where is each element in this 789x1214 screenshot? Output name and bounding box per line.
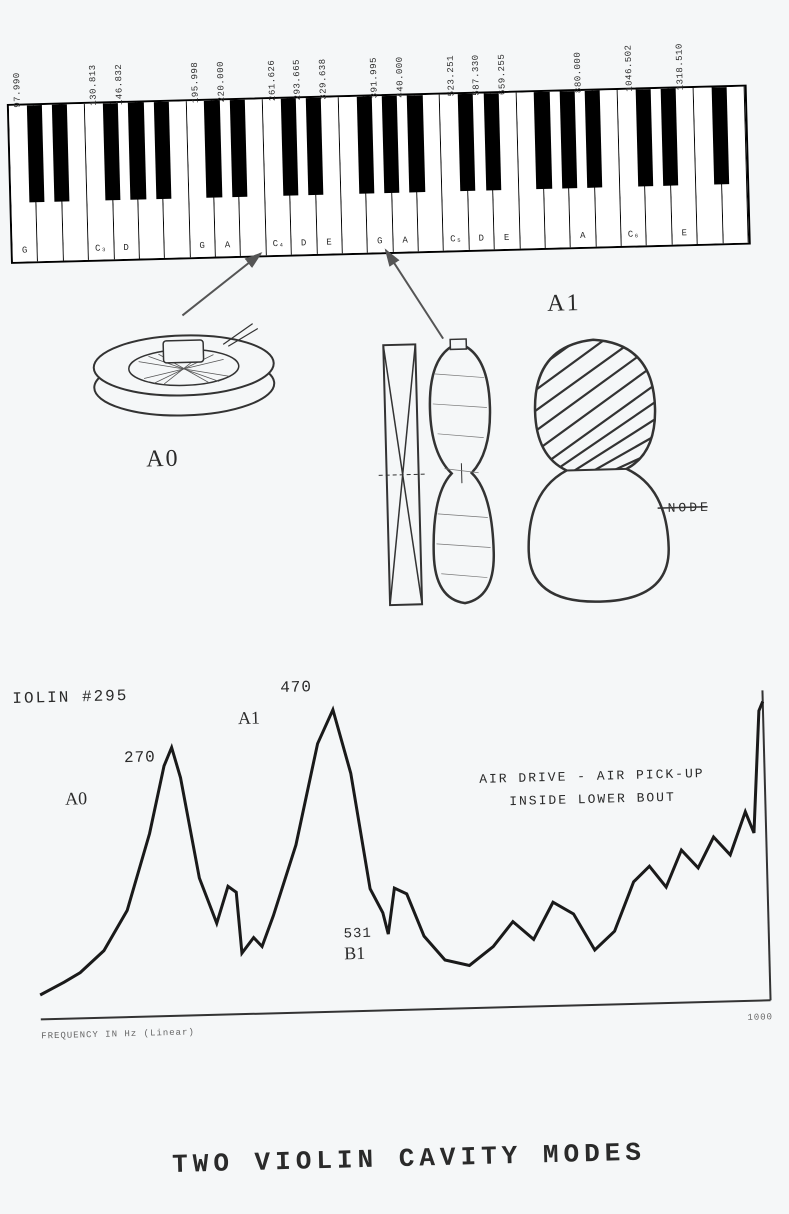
black-key — [585, 90, 603, 187]
black-key — [534, 92, 552, 189]
frequency-label: 440.000 — [394, 56, 405, 98]
black-key — [27, 105, 45, 202]
b1-peak-freq: 531 — [343, 926, 372, 943]
frequency-label: 329.638 — [318, 58, 329, 100]
frequency-label: 1046.502 — [624, 44, 635, 91]
caption-line2: INSIDE LOWER BOUT — [509, 790, 676, 809]
white-key-label: D — [114, 243, 139, 254]
black-key — [661, 88, 679, 185]
white-key-label: G — [368, 236, 393, 247]
page: GC₃DGAC₄DEGAC₅DEAC₆E 97.990130.813146.83… — [0, 0, 789, 1214]
chart-svg — [12, 680, 781, 1040]
white-key-label: A — [393, 235, 418, 246]
b1-peak-name: B1 — [344, 943, 366, 965]
black-key — [458, 94, 476, 191]
black-key — [559, 91, 577, 188]
frequency-label: 293.665 — [292, 59, 303, 101]
white-key-label: C₄ — [266, 239, 291, 250]
piano-keyboard: GC₃DGAC₄DEGAC₅DEAC₆E — [7, 85, 751, 264]
figure-title: TWO VIOLIN CAVITY MODES — [14, 1133, 789, 1184]
mode-illustrations: A0 A1 NODE — [11, 261, 761, 680]
frequency-label: 391.995 — [369, 57, 380, 99]
frequency-label: 220.000 — [216, 61, 227, 103]
black-key — [407, 95, 425, 192]
frequency-label: 1318.510 — [675, 43, 686, 90]
frequency-label: 659.255 — [496, 54, 507, 96]
frequency-label: 587.330 — [471, 54, 482, 96]
arrows-svg — [11, 261, 761, 680]
black-key — [52, 104, 70, 201]
white-key-label: A — [571, 231, 596, 242]
a1-mode-sketch — [374, 297, 710, 607]
a1-arrow — [386, 249, 443, 340]
right-axis — [762, 690, 770, 1000]
black-key — [356, 96, 374, 193]
chart-caption: AIR DRIVE - AIR PICK-UP INSIDE LOWER BOU… — [479, 762, 706, 815]
white-key-label: C₆ — [621, 229, 646, 240]
x-axis-end: 1000 — [747, 1012, 773, 1023]
black-key — [712, 87, 730, 184]
black-key — [103, 103, 121, 200]
black-key — [382, 96, 400, 193]
x-axis — [41, 1000, 771, 1019]
black-key — [483, 93, 501, 190]
white-key-label: C₃ — [89, 243, 114, 254]
frequency-label: 880.000 — [573, 52, 584, 94]
black-key — [128, 102, 146, 199]
white-key-label: D — [469, 233, 494, 244]
frequency-label: 97.990 — [12, 72, 23, 108]
a1-peak-freq: 470 — [280, 678, 312, 697]
node-pointer — [658, 507, 708, 508]
black-key — [306, 98, 324, 195]
black-key — [204, 100, 222, 197]
white-key-label: E — [495, 233, 520, 244]
response-curve — [33, 698, 770, 995]
frequency-label: 261.626 — [267, 60, 278, 102]
a1-peak-name: A1 — [238, 708, 261, 730]
white-key-label: G — [13, 245, 38, 256]
a0-cavity-sketch — [93, 323, 275, 418]
white-key-label: C₅ — [444, 234, 469, 245]
white-key-label: A — [216, 240, 241, 251]
response-chart: IOLIN #295 270 A0 470 A1 531 B1 AIR DRIV… — [12, 670, 782, 1070]
frequency-label: 195.998 — [190, 62, 201, 104]
black-key — [280, 98, 298, 195]
frequency-label: 523.251 — [445, 55, 456, 97]
a0-peak-name: A0 — [65, 788, 88, 810]
frequency-label: 130.813 — [88, 64, 99, 106]
a0-peak-freq: 270 — [124, 748, 156, 767]
frequency-label: 146.832 — [114, 64, 125, 106]
caption-line1: AIR DRIVE - AIR PICK-UP — [479, 766, 705, 787]
white-key-label: E — [672, 228, 697, 239]
black-key — [153, 102, 171, 199]
a0-arrow — [181, 253, 263, 315]
black-key — [230, 100, 248, 197]
white-key-label: D — [292, 238, 317, 249]
white-key-label: E — [317, 237, 342, 248]
white-key-label: G — [190, 241, 215, 252]
keyboard-region: GC₃DGAC₄DEGAC₅DEAC₆E 97.990130.813146.83… — [7, 85, 751, 264]
black-key — [636, 89, 654, 186]
